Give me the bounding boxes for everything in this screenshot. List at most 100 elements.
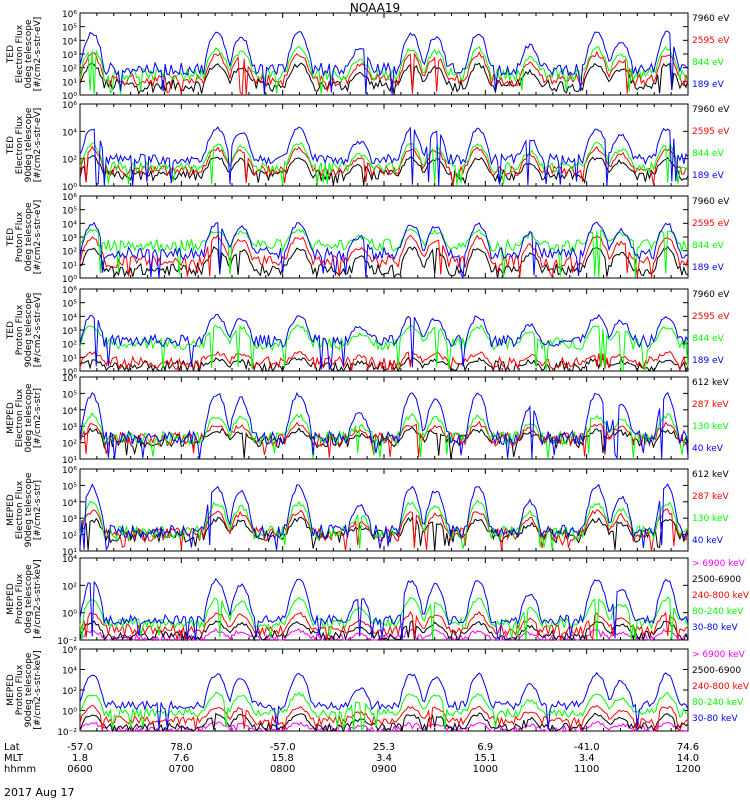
y-tick-label: 10⁰ [62, 708, 77, 718]
y-tick-label: 10⁵ [62, 390, 77, 400]
legend-entry: 7960 eV [692, 290, 730, 300]
x-axis-value: 0700 [169, 764, 194, 775]
y-tick-label: 10⁶ [62, 101, 77, 111]
y-tick-label: 10⁻² [57, 728, 77, 738]
legend-entry: 2500-6900 [692, 666, 741, 676]
y-tick-label: 10³ [62, 234, 77, 244]
series-line [79, 350, 689, 373]
panel-ylabel: Electron Flux [15, 388, 25, 447]
panel-ylabel: 0deg telescope [24, 202, 34, 272]
legend-entry: 189 eV [692, 263, 725, 273]
legend-entry: 189 eV [692, 171, 725, 181]
y-tick-label: 10² [62, 687, 77, 697]
legend-entry: 130 keV [692, 514, 729, 524]
series-line [79, 126, 689, 187]
y-tick-label: 10⁵ [62, 482, 77, 492]
x-axis-value: 1.8 [72, 753, 88, 764]
panel-ylabel: MEPED [6, 583, 16, 615]
legend-entry: > 6900 keV [692, 650, 746, 660]
y-tick-label: 10⁴ [62, 555, 77, 565]
y-tick-label: 10² [62, 248, 77, 258]
legend-entry: 7960 eV [692, 105, 730, 115]
x-axis-value: 1000 [473, 764, 498, 775]
legend-entry: 7960 eV [692, 197, 730, 207]
y-tick-label: 10² [62, 65, 77, 75]
legend-entry: 2500-6900 [692, 575, 741, 585]
y-tick-label: 10⁵ [62, 300, 77, 310]
x-axis-value: -57.0 [270, 742, 296, 753]
legend-entry: 80-240 keV [692, 698, 744, 708]
legend-entry: 844 eV [692, 149, 725, 159]
x-axis-value: 3.4 [376, 753, 392, 764]
x-axis-value: 14.0 [677, 753, 699, 764]
series-line [79, 671, 689, 731]
y-tick-label: 10¹ [62, 78, 77, 88]
legend-entry: 189 eV [692, 80, 725, 90]
x-axis-row-name: Lat [4, 742, 20, 753]
y-tick-label: 10⁰ [62, 275, 77, 285]
panel-ylabel: Electron Flux [15, 115, 25, 174]
y-tick-label: 10⁴ [62, 128, 77, 138]
x-axis-value: 74.6 [677, 742, 699, 753]
x-axis-value: 1100 [574, 764, 599, 775]
legend-entry: 2595 eV [692, 219, 730, 229]
series-line [79, 324, 689, 372]
series-line [79, 712, 689, 733]
y-tick-label: 10¹ [62, 548, 77, 558]
x-axis-value: -41.0 [574, 742, 600, 753]
panel-ylabel: Proton Flux [15, 664, 25, 715]
legend-entry: 2595 eV [692, 127, 730, 137]
y-tick-label: 10⁴ [62, 313, 77, 323]
panel-ylabel: [#/cm2-s-str-keV] [33, 559, 43, 638]
panel-ylabel: MEPED [6, 674, 16, 706]
legend-entry: 189 eV [692, 356, 725, 366]
y-tick-label: 10¹ [62, 354, 77, 364]
legend-entry: 2595 eV [692, 312, 730, 322]
series-line [79, 228, 689, 278]
y-tick-label: 10² [62, 532, 77, 542]
series-line [79, 721, 689, 733]
x-axis-value: 0800 [270, 764, 295, 775]
panel-ylabel: Proton Flux [15, 573, 25, 624]
series-line [79, 691, 688, 731]
y-tick-label: 10² [62, 156, 77, 166]
legend-entry: 2595 eV [692, 36, 730, 46]
x-axis-value: 25.3 [373, 742, 395, 753]
legend-entry: 844 eV [692, 241, 725, 251]
legend-entry: 612 keV [692, 470, 729, 480]
y-tick-label: 10⁶ [62, 374, 77, 384]
y-tick-label: 10⁰ [62, 92, 77, 102]
x-axis-row-name: MLT [4, 753, 24, 764]
panel-ylabel: 90deg telescope [24, 107, 34, 182]
legend-entry: 130 keV [692, 422, 729, 432]
x-axis-value: 15.8 [272, 753, 294, 764]
legend-entry: 30-80 keV [692, 623, 738, 633]
y-tick-label: 10² [62, 440, 77, 450]
y-tick-label: 10³ [62, 515, 77, 525]
series-line [79, 620, 689, 642]
x-axis-value: 6.9 [477, 742, 493, 753]
series-line [79, 234, 689, 279]
y-tick-label: 10⁰ [62, 368, 77, 378]
y-tick-label: 10³ [62, 51, 77, 61]
series-line [79, 145, 689, 185]
y-tick-label: 10¹ [62, 261, 77, 271]
y-tick-label: 10¹ [62, 456, 77, 466]
legend-entry: 30-80 keV [692, 714, 738, 724]
series-line [79, 483, 689, 552]
x-axis-row-name: hhmm [4, 764, 36, 775]
x-axis-value: -57.0 [67, 742, 93, 753]
panel-ylabel: TED [6, 321, 16, 340]
y-tick-label: 10⁶ [62, 10, 77, 20]
y-tick-label: 10⁵ [62, 207, 77, 217]
y-tick-label: 10⁶ [62, 193, 77, 203]
panel-ylabel: [#/cm2-s-str] [33, 388, 43, 448]
legend-entry: > 6900 keV [692, 559, 746, 569]
y-tick-label: 10⁰ [62, 610, 77, 620]
y-tick-label: 10⁴ [62, 37, 77, 47]
panel-ylabel: 0deg telescope [24, 564, 34, 634]
x-axis-value: 7.6 [173, 753, 189, 764]
x-axis-value: 1200 [675, 764, 700, 775]
date-label: 2017 Aug 17 [4, 786, 75, 799]
